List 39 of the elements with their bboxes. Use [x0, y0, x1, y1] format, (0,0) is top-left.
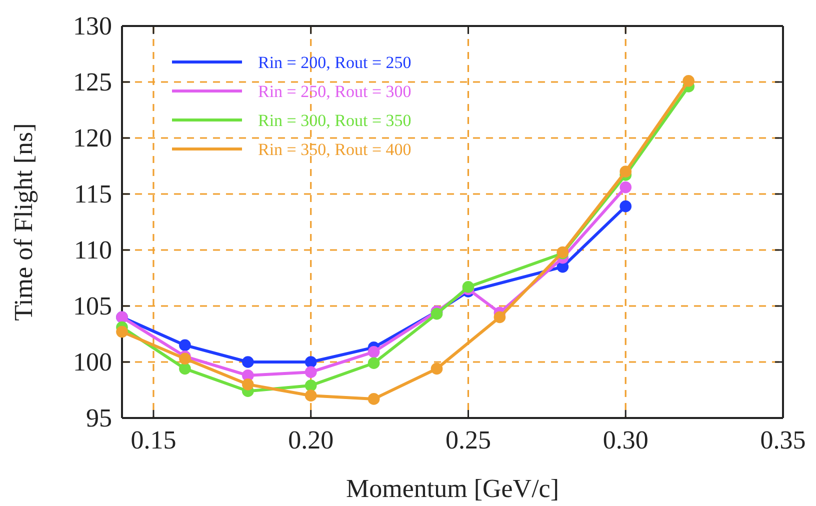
- y-axis-title: Time of Flight [ns]: [9, 123, 38, 321]
- point: [620, 181, 632, 194]
- point: [620, 200, 632, 212]
- point: [242, 356, 254, 368]
- y-tick-label: 120: [73, 123, 112, 152]
- point: [430, 362, 443, 375]
- y-tick-label: 110: [74, 235, 112, 264]
- point: [368, 346, 380, 358]
- y-tick-label: 115: [74, 179, 112, 208]
- y-tick-label: 105: [73, 291, 112, 320]
- legend-label: Rin = 350, Rout = 400: [258, 140, 412, 159]
- point: [368, 357, 380, 370]
- legend-label: Rin = 200, Rout = 250: [258, 53, 412, 72]
- legend-label: Rin = 250, Rout = 300: [258, 82, 412, 101]
- point: [304, 390, 317, 402]
- point: [368, 393, 380, 405]
- point: [242, 378, 254, 390]
- point: [682, 74, 694, 87]
- y-tick-label: 130: [73, 11, 112, 40]
- point: [116, 326, 128, 338]
- point: [179, 352, 191, 365]
- y-tick-label: 95: [86, 403, 112, 432]
- x-axis-title: Momentum [GeV/c]: [346, 474, 560, 503]
- point: [179, 339, 191, 352]
- x-tick-label: 0.15: [130, 425, 176, 454]
- point: [494, 311, 506, 324]
- x-tick-label: 0.20: [288, 425, 334, 454]
- y-tick-label: 125: [73, 67, 112, 96]
- x-tick-label: 0.25: [445, 425, 491, 454]
- point: [179, 362, 191, 375]
- y-tick-label: 100: [73, 347, 112, 376]
- point: [462, 281, 474, 293]
- point: [620, 166, 632, 178]
- x-tick-label: 0.30: [602, 425, 648, 454]
- point: [304, 380, 317, 392]
- legend-label: Rin = 300, Rout = 350: [258, 111, 412, 130]
- point: [304, 366, 317, 378]
- point: [304, 356, 317, 368]
- x-tick-label: 0.35: [760, 425, 806, 454]
